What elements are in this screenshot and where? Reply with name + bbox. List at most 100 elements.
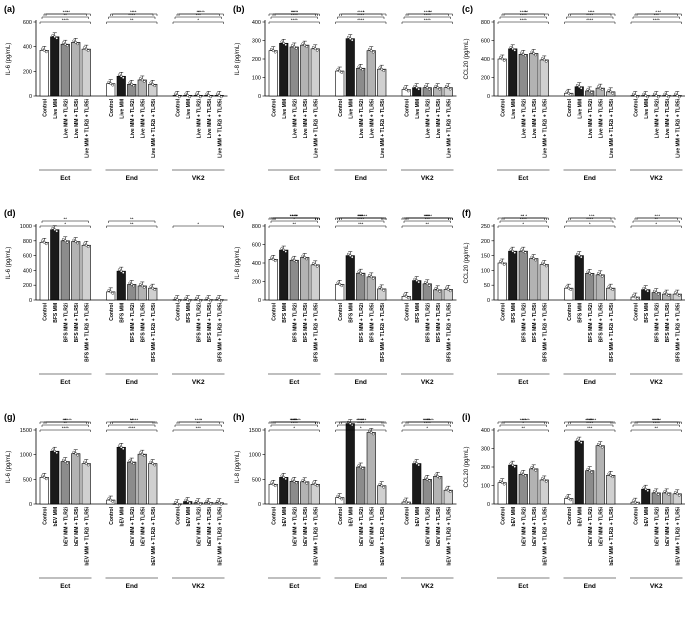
category-tick-label: Live MM + TLR2i: [359, 98, 365, 138]
category-tick-label: Control: [109, 506, 115, 524]
category-tick-label: bEV MM: [415, 507, 421, 526]
significance-bracket: [106, 225, 158, 228]
y-tick-label: 400: [481, 428, 490, 434]
replicate-point: [65, 461, 69, 465]
panel-label: (f): [462, 208, 471, 218]
bar: [595, 445, 605, 505]
significance-bracket: [270, 16, 318, 19]
replicate-point: [82, 242, 86, 246]
replicate-point: [569, 498, 573, 502]
category-tick-label: Live MM + TLR2i: [196, 98, 202, 138]
category-tick-label: Live MM + TLR2i + TLR5i: [446, 98, 452, 158]
bar: [289, 481, 299, 505]
replicate-point: [656, 95, 660, 99]
replicate-point: [500, 261, 504, 265]
replicate-point: [611, 288, 615, 291]
replicate-point: [269, 481, 273, 485]
y-tick-label: 200: [252, 280, 261, 286]
category-tick-label: bEV MM + TLR2i: [292, 506, 298, 546]
category-tick-label: bEV MM + TLR2i: [654, 506, 660, 546]
y-tick-label: 400: [23, 45, 32, 51]
significance-label: **: [63, 421, 67, 426]
significance-label: ****: [357, 13, 364, 18]
bar: [539, 59, 549, 97]
significance-label: **: [428, 214, 432, 219]
replicate-point: [498, 56, 502, 59]
category-tick-label: bEV MM: [53, 507, 59, 526]
significance-label: ****: [585, 418, 592, 423]
significance-bracket: [566, 220, 614, 223]
significance-bracket: [335, 429, 387, 432]
bar: [595, 274, 605, 301]
replicate-point: [348, 254, 352, 257]
category-tick-label: bEV MM + TLR5i: [303, 506, 309, 546]
significance-label: ****: [586, 18, 593, 23]
replicate-point: [577, 254, 581, 257]
significance-bracket: [268, 225, 320, 228]
replicate-point: [284, 477, 288, 481]
significance-label: *: [525, 214, 527, 219]
significance-bracket: [564, 421, 614, 424]
significance-label: ***: [358, 214, 364, 219]
replicate-point: [586, 270, 590, 274]
replicate-point: [177, 503, 181, 507]
category-tick-label: Control: [404, 506, 410, 524]
bar: [508, 250, 518, 301]
replicate-point: [130, 283, 134, 286]
replicate-point: [109, 498, 113, 502]
category-tick-label: bEV MM + TLR5i: [436, 506, 442, 546]
significance-label: ****: [62, 426, 69, 431]
category-tick-label: BFS MM + TLR5i: [140, 302, 146, 342]
replicate-point: [82, 460, 86, 464]
replicate-point: [51, 448, 55, 452]
category-tick-label: BFS MM + TLR2i + TLR5i: [151, 302, 157, 362]
significance-label: ****: [586, 13, 593, 18]
category-tick-label: Control: [338, 98, 344, 116]
significance-bracket: [401, 421, 451, 424]
replicate-point: [542, 58, 546, 62]
category-tick-label: Live MM: [348, 99, 354, 119]
category-tick-label: BFS MM + TLR5i: [665, 302, 671, 342]
significance-label: ***: [361, 418, 367, 423]
replicate-point: [532, 52, 536, 55]
replicate-point: [530, 255, 534, 259]
replicate-point: [348, 422, 352, 425]
category-tick-label: Live MM + TLR2i: [292, 98, 298, 138]
replicate-point: [667, 493, 671, 496]
significance-label: *: [522, 421, 524, 426]
significance-label: *: [295, 214, 297, 219]
replicate-point: [642, 286, 646, 290]
significance-bracket: [39, 225, 91, 228]
panel-label: (g): [4, 412, 16, 422]
significance-bracket: [401, 21, 453, 24]
replicate-point: [498, 260, 502, 263]
category-tick-label: BFS MM: [282, 303, 288, 323]
y-axis-label: IL-8 (pg/mL): [235, 451, 241, 484]
significance-bracket: [630, 429, 682, 432]
category-tick-label: bEV MM: [186, 507, 192, 526]
replicate-point: [198, 299, 202, 303]
replicate-point: [301, 42, 305, 45]
replicate-point: [40, 474, 44, 478]
replicate-point: [173, 500, 177, 504]
significance-bracket: [337, 220, 385, 223]
replicate-point: [635, 95, 639, 99]
replicate-point: [371, 432, 375, 436]
significance-label: ****: [291, 418, 298, 423]
category-tick-label: Control: [500, 302, 506, 320]
significance-label: **: [130, 10, 134, 15]
replicate-point: [271, 49, 275, 52]
significance-bracket: [630, 225, 682, 228]
category-tick-label: bEV MM + TLR2i + TLR5i: [313, 506, 319, 565]
category-tick-label: Live MM + TLR2i + TLR5i: [217, 98, 223, 158]
replicate-point: [65, 44, 69, 48]
replicate-point: [42, 240, 46, 244]
replicate-point: [336, 281, 340, 285]
replicate-point: [590, 470, 594, 474]
replicate-point: [303, 480, 307, 484]
replicate-point: [544, 264, 548, 268]
replicate-point: [215, 92, 219, 96]
replicate-point: [633, 295, 637, 299]
replicate-point: [652, 490, 656, 493]
replicate-point: [404, 88, 408, 91]
